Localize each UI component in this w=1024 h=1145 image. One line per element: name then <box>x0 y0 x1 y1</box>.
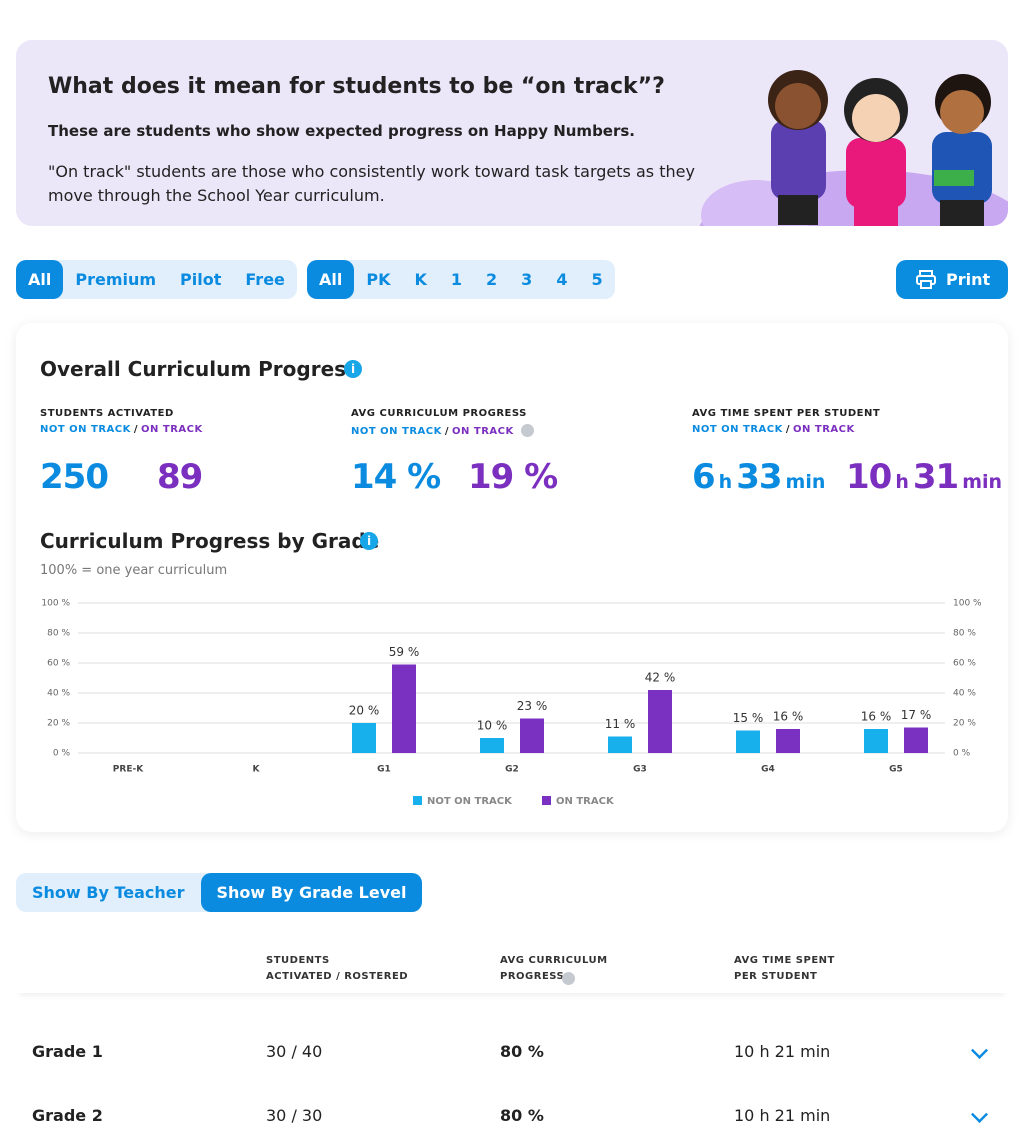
metric-value: 14 % <box>351 457 441 497</box>
toggle-option[interactable]: Show By Grade Level <box>200 873 423 912</box>
cell: 10 h 21 min <box>734 1106 831 1125</box>
cell: 30 / 40 <box>266 1042 323 1061</box>
metric-number: 6 <box>692 457 716 497</box>
metric-label: STUDENTS ACTIVATED <box>40 408 174 419</box>
column-header: ACTIVATED / ROSTERED <box>266 971 409 982</box>
metric-number: 10 <box>846 457 892 497</box>
info-icon[interactable]: i <box>344 360 362 378</box>
column-header: STUDENTS <box>266 955 330 966</box>
metric-unit: h <box>718 471 733 493</box>
metric-number: 33 <box>736 457 782 497</box>
cell: 10 h 21 min <box>734 1042 831 1061</box>
info-icon[interactable]: i <box>360 532 378 550</box>
banner-body: "On track" students are those who consis… <box>48 162 695 205</box>
filter-pill[interactable]: Pilot <box>180 270 222 289</box>
filter-pill[interactable]: K <box>414 270 427 289</box>
table-header <box>16 940 1008 993</box>
help-icon[interactable] <box>520 424 534 437</box>
chart-title: Curriculum Progress by Grade <box>40 529 380 553</box>
metric-value: 89 <box>157 457 203 497</box>
metric-value: 10 h 31 min <box>846 457 1006 497</box>
help-icon[interactable] <box>562 972 575 985</box>
banner: What does it mean for students to be “on… <box>16 40 1008 226</box>
banner-title: What does it mean for students to be “on… <box>48 74 665 99</box>
column-header: AVG TIME SPENT <box>734 955 835 966</box>
cell: 80 % <box>500 1042 544 1061</box>
illustration <box>699 70 1008 226</box>
print-icon <box>916 270 936 289</box>
metric-value: 250 <box>40 457 109 497</box>
progress-card: Overall Curriculum Progress i Curriculum… <box>16 323 1008 832</box>
column-header: PER STUDENT <box>734 971 818 982</box>
cell: 30 / 30 <box>266 1106 323 1125</box>
metric-number: 14 % <box>351 457 441 497</box>
metric-number: 89 <box>157 457 203 497</box>
filter-pill[interactable]: All <box>307 260 355 299</box>
legend-text: / <box>444 425 450 437</box>
filter-pill[interactable]: All <box>16 260 64 299</box>
filter-pill[interactable]: 3 <box>521 270 533 289</box>
metric-number: 250 <box>40 457 109 497</box>
legend-text: NOT ON TRACK <box>351 425 442 437</box>
filter-pill[interactable]: 2 <box>486 270 498 289</box>
metric-label: AVG CURRICULUM PROGRESS <box>351 408 527 419</box>
legend-text: NOT ON TRACK <box>692 424 783 435</box>
column-header: AVG CURRICULUM <box>500 955 608 966</box>
expand-chevron[interactable] <box>971 1106 988 1123</box>
legend-text: / <box>133 424 139 435</box>
filter-pill[interactable]: 5 <box>591 270 603 289</box>
legend-text: / <box>785 424 791 435</box>
print-label: Print <box>946 270 991 289</box>
metric-value: 19 % <box>468 457 558 497</box>
legend-text: ON TRACK <box>452 425 514 437</box>
banner-subtitle: These are students who show expected pro… <box>48 122 635 140</box>
row-label: Grade 2 <box>32 1106 103 1125</box>
metric-number: 19 % <box>468 457 558 497</box>
filter-pill[interactable]: 4 <box>556 270 568 289</box>
metric-unit: min <box>962 471 1003 493</box>
view-toggle: Show By Teacher Show By Grade Level <box>16 873 423 912</box>
metric-unit: h <box>895 471 909 493</box>
filter-pill[interactable]: Free <box>245 270 285 289</box>
print-button[interactable]: Print <box>896 260 1008 299</box>
expand-chevron[interactable] <box>971 1042 988 1059</box>
filter-pill[interactable]: Premium <box>75 270 157 289</box>
metric-legend: NOT ON TRACK / ON TRACK <box>692 424 858 435</box>
metric-legend: NOT ON TRACK / ON TRACK <box>351 424 534 437</box>
legend-text: NOT ON TRACK <box>40 424 131 435</box>
plan-filter: All Premium Pilot Free <box>16 260 297 299</box>
metric-number: 31 <box>912 457 959 497</box>
column-header: PROGRESS <box>500 971 575 985</box>
metric-value: 6 h 33 min <box>692 457 829 497</box>
metric-label: AVG TIME SPENT PER STUDENT <box>692 408 881 419</box>
metric-legend: NOT ON TRACK / ON TRACK <box>40 424 206 435</box>
chart-subtitle: 100% = one year curriculum <box>40 563 228 578</box>
row-label: Grade 1 <box>32 1042 103 1061</box>
toggle-option[interactable]: Show By Teacher <box>32 883 185 902</box>
overview-title: Overall Curriculum Progress <box>40 357 358 381</box>
metric-unit: min <box>785 471 826 493</box>
cell: 80 % <box>500 1106 544 1125</box>
filter-pill[interactable]: 1 <box>450 270 463 289</box>
grade-filter: All PK K 1 2 3 4 5 <box>307 260 615 299</box>
legend-text: ON TRACK <box>793 424 855 435</box>
filter-pill[interactable]: PK <box>366 270 391 289</box>
legend-text: ON TRACK <box>141 424 203 435</box>
